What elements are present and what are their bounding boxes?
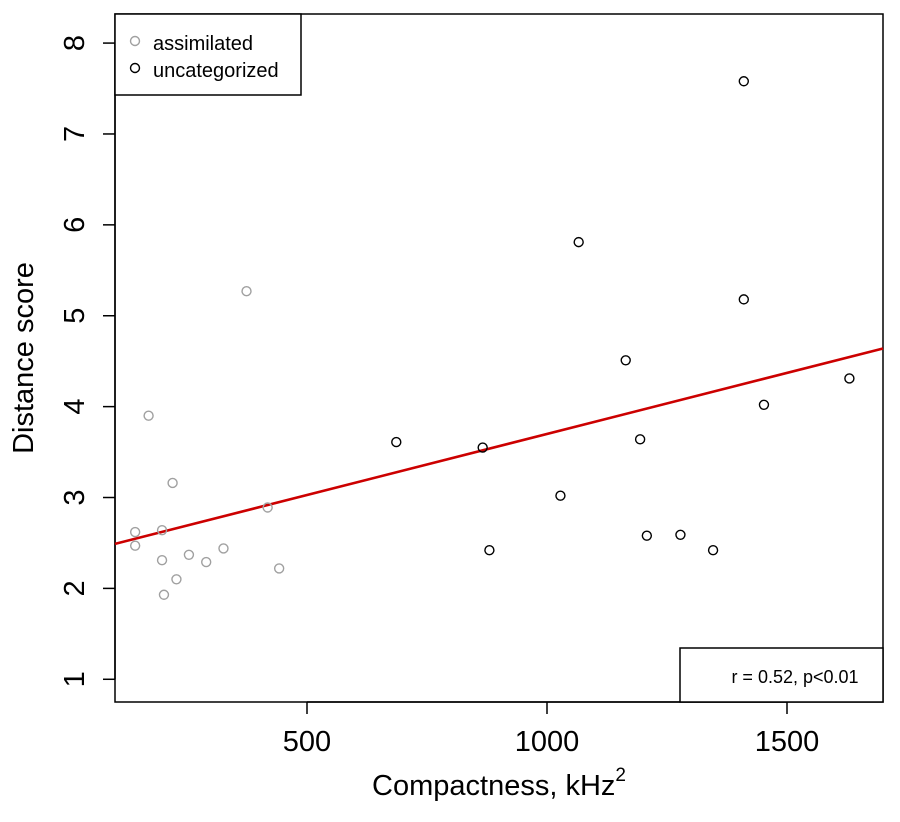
point-assimilated	[156, 525, 168, 536]
point-assimilated	[129, 526, 141, 538]
y-tick-label: 6	[59, 217, 91, 233]
point-uncategorized	[738, 76, 749, 87]
legend: assimilated uncategorized	[114, 13, 302, 96]
point-uncategorized	[707, 545, 719, 556]
point-uncategorized	[573, 236, 584, 248]
point-assimilated	[143, 410, 154, 421]
point-uncategorized	[555, 490, 566, 501]
point-uncategorized	[391, 436, 402, 448]
fit-line-group	[114, 347, 884, 546]
plot-frame	[114, 13, 884, 703]
point-assimilated	[156, 555, 168, 566]
y-axis: 1 2 3 4 5 6 7 8	[59, 35, 116, 687]
annotation-text: r = 0.52, p<0.01	[731, 667, 858, 687]
x-tick-label: 1000	[515, 726, 580, 758]
point-uncategorized	[620, 355, 631, 366]
point-uncategorized	[738, 294, 749, 305]
point-assimilated	[167, 477, 178, 489]
point-assimilated	[241, 285, 252, 297]
annotation-frame	[679, 647, 884, 703]
x-axis-label-superscript: 2	[615, 765, 626, 786]
y-tick-label: 3	[59, 489, 91, 505]
y-tick-label: 5	[59, 308, 91, 324]
x-axis-label: Compactness, kHz	[372, 770, 615, 802]
point-assimilated	[262, 502, 273, 513]
point-assimilated	[200, 556, 212, 568]
legend-label-assimilated: assimilated	[153, 33, 253, 55]
x-tick-label: 1500	[755, 726, 820, 758]
point-assimilated	[183, 549, 195, 560]
point-assimilated	[158, 589, 170, 600]
legend-marker-assimilated	[129, 35, 141, 47]
point-assimilated	[129, 540, 141, 551]
x-tick-label: 500	[283, 726, 331, 758]
annotation-box: r = 0.52, p<0.01	[679, 647, 884, 703]
legend-box	[114, 13, 302, 96]
point-uncategorized	[844, 373, 855, 384]
point-uncategorized	[484, 545, 495, 556]
y-tick-label: 4	[59, 399, 91, 415]
point-uncategorized	[675, 529, 686, 540]
legend-label-uncategorized: uncategorized	[153, 60, 279, 82]
x-axis: 500 1000 1500	[283, 701, 820, 758]
point-assimilated	[218, 543, 229, 554]
y-tick-label: 8	[59, 35, 91, 51]
y-tick-label: 7	[59, 126, 91, 142]
point-uncategorized	[634, 434, 646, 445]
points-group	[129, 76, 855, 600]
point-uncategorized	[758, 399, 770, 411]
y-tick-label: 2	[59, 580, 91, 596]
regression-line	[114, 347, 884, 546]
point-assimilated	[171, 574, 182, 585]
legend-marker-uncategorized	[129, 62, 141, 74]
point-assimilated	[273, 563, 285, 574]
x-axis-title: Compactness, kHz2	[372, 765, 626, 802]
point-uncategorized	[641, 530, 653, 541]
y-axis-label: Distance score	[8, 262, 40, 454]
y-tick-label: 1	[59, 671, 91, 687]
point-uncategorized	[477, 442, 488, 453]
